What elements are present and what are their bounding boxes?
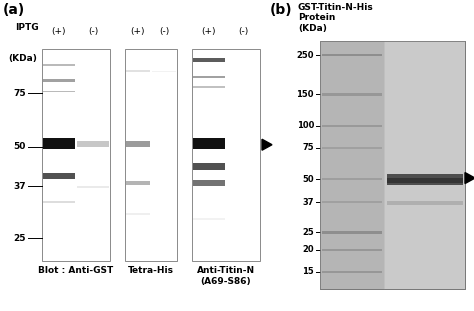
- Text: Blot : Anti-GST: Blot : Anti-GST: [38, 266, 114, 275]
- Bar: [387, 201, 463, 205]
- Bar: [43, 91, 75, 92]
- Bar: [320, 41, 384, 289]
- Text: (-): (-): [88, 27, 98, 36]
- Text: 100: 100: [297, 121, 314, 130]
- Polygon shape: [465, 173, 474, 183]
- Bar: [193, 218, 225, 220]
- Bar: [193, 58, 225, 62]
- Bar: [322, 248, 382, 251]
- Bar: [193, 86, 225, 88]
- Bar: [43, 64, 75, 67]
- Bar: [322, 231, 382, 234]
- Text: (KDa): (KDa): [298, 24, 327, 33]
- Text: 50: 50: [14, 142, 26, 151]
- Bar: [322, 54, 382, 56]
- Bar: [322, 93, 382, 96]
- Bar: [322, 147, 382, 149]
- Text: Anti-Titin-N
(A69-S86): Anti-Titin-N (A69-S86): [197, 266, 255, 286]
- Text: 37: 37: [13, 182, 26, 191]
- Bar: [322, 201, 382, 203]
- Bar: [322, 124, 382, 127]
- Text: 75: 75: [302, 143, 314, 152]
- Polygon shape: [262, 139, 272, 150]
- Text: 37: 37: [302, 198, 314, 207]
- Bar: [126, 213, 150, 215]
- Bar: [387, 174, 463, 185]
- Text: (KDa): (KDa): [8, 54, 37, 63]
- Bar: [193, 180, 225, 186]
- Bar: [322, 178, 382, 180]
- Text: GST-Titin-N-His: GST-Titin-N-His: [298, 3, 374, 12]
- Text: 150: 150: [297, 90, 314, 99]
- Text: 25: 25: [13, 234, 26, 243]
- Text: Protein: Protein: [298, 13, 336, 22]
- Bar: [384, 41, 465, 289]
- Bar: [193, 163, 225, 170]
- Text: 15: 15: [302, 267, 314, 276]
- Text: Tetra-His: Tetra-His: [128, 266, 174, 275]
- Bar: [125, 49, 177, 261]
- Bar: [320, 41, 465, 289]
- Bar: [77, 141, 109, 147]
- Text: (-): (-): [238, 27, 248, 36]
- Bar: [77, 186, 109, 188]
- Text: 250: 250: [297, 51, 314, 59]
- Bar: [126, 181, 150, 185]
- Text: (-): (-): [159, 27, 169, 36]
- Bar: [43, 79, 75, 81]
- Text: 75: 75: [13, 89, 26, 98]
- Text: 20: 20: [302, 245, 314, 254]
- Bar: [320, 41, 465, 289]
- Bar: [387, 178, 463, 183]
- Text: IPTG: IPTG: [15, 24, 39, 33]
- Bar: [43, 173, 75, 179]
- Bar: [43, 138, 75, 149]
- Text: (a): (a): [3, 3, 25, 17]
- Text: (+): (+): [52, 27, 66, 36]
- Bar: [126, 141, 150, 147]
- Bar: [193, 138, 225, 149]
- Bar: [322, 271, 382, 273]
- Text: (+): (+): [202, 27, 216, 36]
- Bar: [43, 201, 75, 203]
- Bar: [192, 49, 260, 261]
- Bar: [193, 76, 225, 78]
- Text: 50: 50: [302, 174, 314, 183]
- Bar: [126, 70, 150, 72]
- Text: 25: 25: [302, 228, 314, 237]
- Text: (b): (b): [270, 3, 292, 17]
- Bar: [42, 49, 110, 261]
- Text: (+): (+): [131, 27, 145, 36]
- Bar: [152, 71, 176, 72]
